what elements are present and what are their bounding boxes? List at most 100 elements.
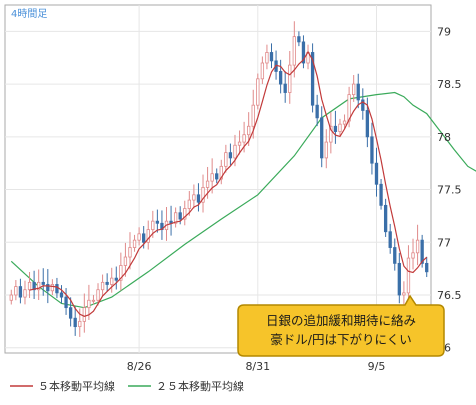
candle-body — [356, 83, 360, 101]
candle-body — [78, 320, 82, 328]
y-tick-label: 77 — [437, 236, 451, 249]
candle-body — [123, 256, 128, 266]
candle-body — [237, 141, 242, 146]
candle-body — [352, 83, 356, 96]
candle-body — [201, 187, 205, 203]
candle-body — [55, 284, 59, 294]
x-tick-label: 8/31 — [245, 360, 270, 373]
candle-body — [110, 277, 114, 285]
candle-body — [402, 292, 406, 296]
candle-body — [128, 247, 132, 258]
candle-body — [173, 212, 178, 224]
candle-body — [310, 52, 315, 106]
candle-body — [32, 281, 36, 291]
candle-body — [87, 299, 91, 309]
callout-bubble — [237, 294, 445, 357]
y-tick-label: 79 — [437, 25, 451, 38]
callout-line-2: 豪ドル/円は下がりにくい — [270, 332, 411, 347]
annotation-callout: 日銀の追加緩和期待に絡み 豪ドル/円は下がりにくい — [237, 294, 445, 357]
candle-body — [233, 144, 237, 159]
y-tick-label: 76.5 — [437, 289, 462, 302]
candle-body — [365, 110, 370, 138]
candle-body — [23, 289, 27, 298]
candle-body — [342, 120, 347, 125]
candle-body — [59, 292, 64, 298]
candle-body — [196, 194, 201, 203]
y-tick-label: 78.5 — [437, 78, 462, 91]
y-tick-label: 78 — [437, 131, 451, 144]
ma5-line — [29, 50, 428, 317]
candle-body — [146, 229, 150, 243]
candle-body — [91, 299, 96, 302]
candle-body — [64, 296, 68, 309]
candle-body — [379, 183, 383, 206]
candle-body — [329, 125, 333, 143]
candle-body — [256, 78, 260, 106]
candle-body — [393, 247, 397, 264]
candle-body — [301, 41, 306, 64]
candle-body — [288, 64, 292, 93]
candle-body — [178, 212, 182, 220]
callout-line-1: 日銀の追加緩和期待に絡み — [266, 313, 416, 328]
candle-body — [297, 36, 301, 43]
candle-body — [137, 233, 141, 241]
candle-body — [142, 233, 146, 243]
candle-body — [192, 194, 196, 201]
candle-body — [420, 239, 424, 264]
legend-ma25-label: ２５本移動平均線 — [156, 379, 244, 393]
candle-body — [73, 317, 77, 328]
candle-body — [320, 117, 324, 159]
candle-body — [333, 125, 338, 132]
candle-body — [46, 284, 50, 292]
candle-body — [411, 252, 415, 259]
candle-body — [242, 134, 246, 143]
candle-body — [14, 286, 18, 296]
candle-body — [224, 152, 228, 167]
candle-body — [292, 36, 296, 66]
candle-body — [315, 104, 319, 119]
candle-body — [151, 220, 155, 231]
candle-body — [119, 265, 123, 281]
y-tick-label: 77.5 — [437, 184, 462, 197]
legend: ５本移動平均線 ２５本移動平均線 — [10, 379, 244, 393]
candle-body — [27, 281, 32, 291]
candle-body — [361, 99, 365, 111]
candle-body — [100, 281, 105, 291]
candle-body — [219, 165, 223, 180]
candle-body — [155, 220, 160, 224]
candles-group — [9, 21, 429, 337]
candle-body — [324, 141, 328, 159]
timeframe-label: 4時間足 — [11, 8, 47, 20]
candle-body — [338, 123, 342, 132]
candle-body — [247, 125, 251, 136]
candle-body — [183, 208, 187, 220]
candle-body — [68, 307, 73, 319]
candle-body — [132, 239, 137, 248]
candle-body — [41, 281, 45, 285]
candle-body — [283, 83, 287, 93]
candle-body — [105, 281, 109, 285]
ma5-line-group — [29, 50, 428, 317]
x-tick-label: 8/26 — [127, 360, 152, 373]
candle-body — [260, 62, 265, 80]
candle-body — [388, 231, 392, 248]
candle-body — [370, 136, 374, 164]
candle-body — [383, 204, 388, 233]
candle-body — [397, 262, 401, 296]
candle-body — [265, 52, 269, 64]
candle-body — [269, 52, 274, 62]
x-axis: 8/268/319/59/9 — [127, 360, 386, 373]
candle-body — [50, 284, 55, 292]
candle-body — [114, 277, 118, 281]
x-tick-label: 9/5 — [368, 360, 386, 373]
candle-body — [251, 104, 255, 127]
candle-body — [37, 281, 41, 291]
candle-body — [425, 262, 429, 273]
candle-body — [205, 180, 210, 188]
candle-body — [96, 289, 100, 301]
candle-body — [406, 257, 411, 294]
candle-body — [215, 173, 219, 180]
candle-body — [187, 199, 191, 209]
